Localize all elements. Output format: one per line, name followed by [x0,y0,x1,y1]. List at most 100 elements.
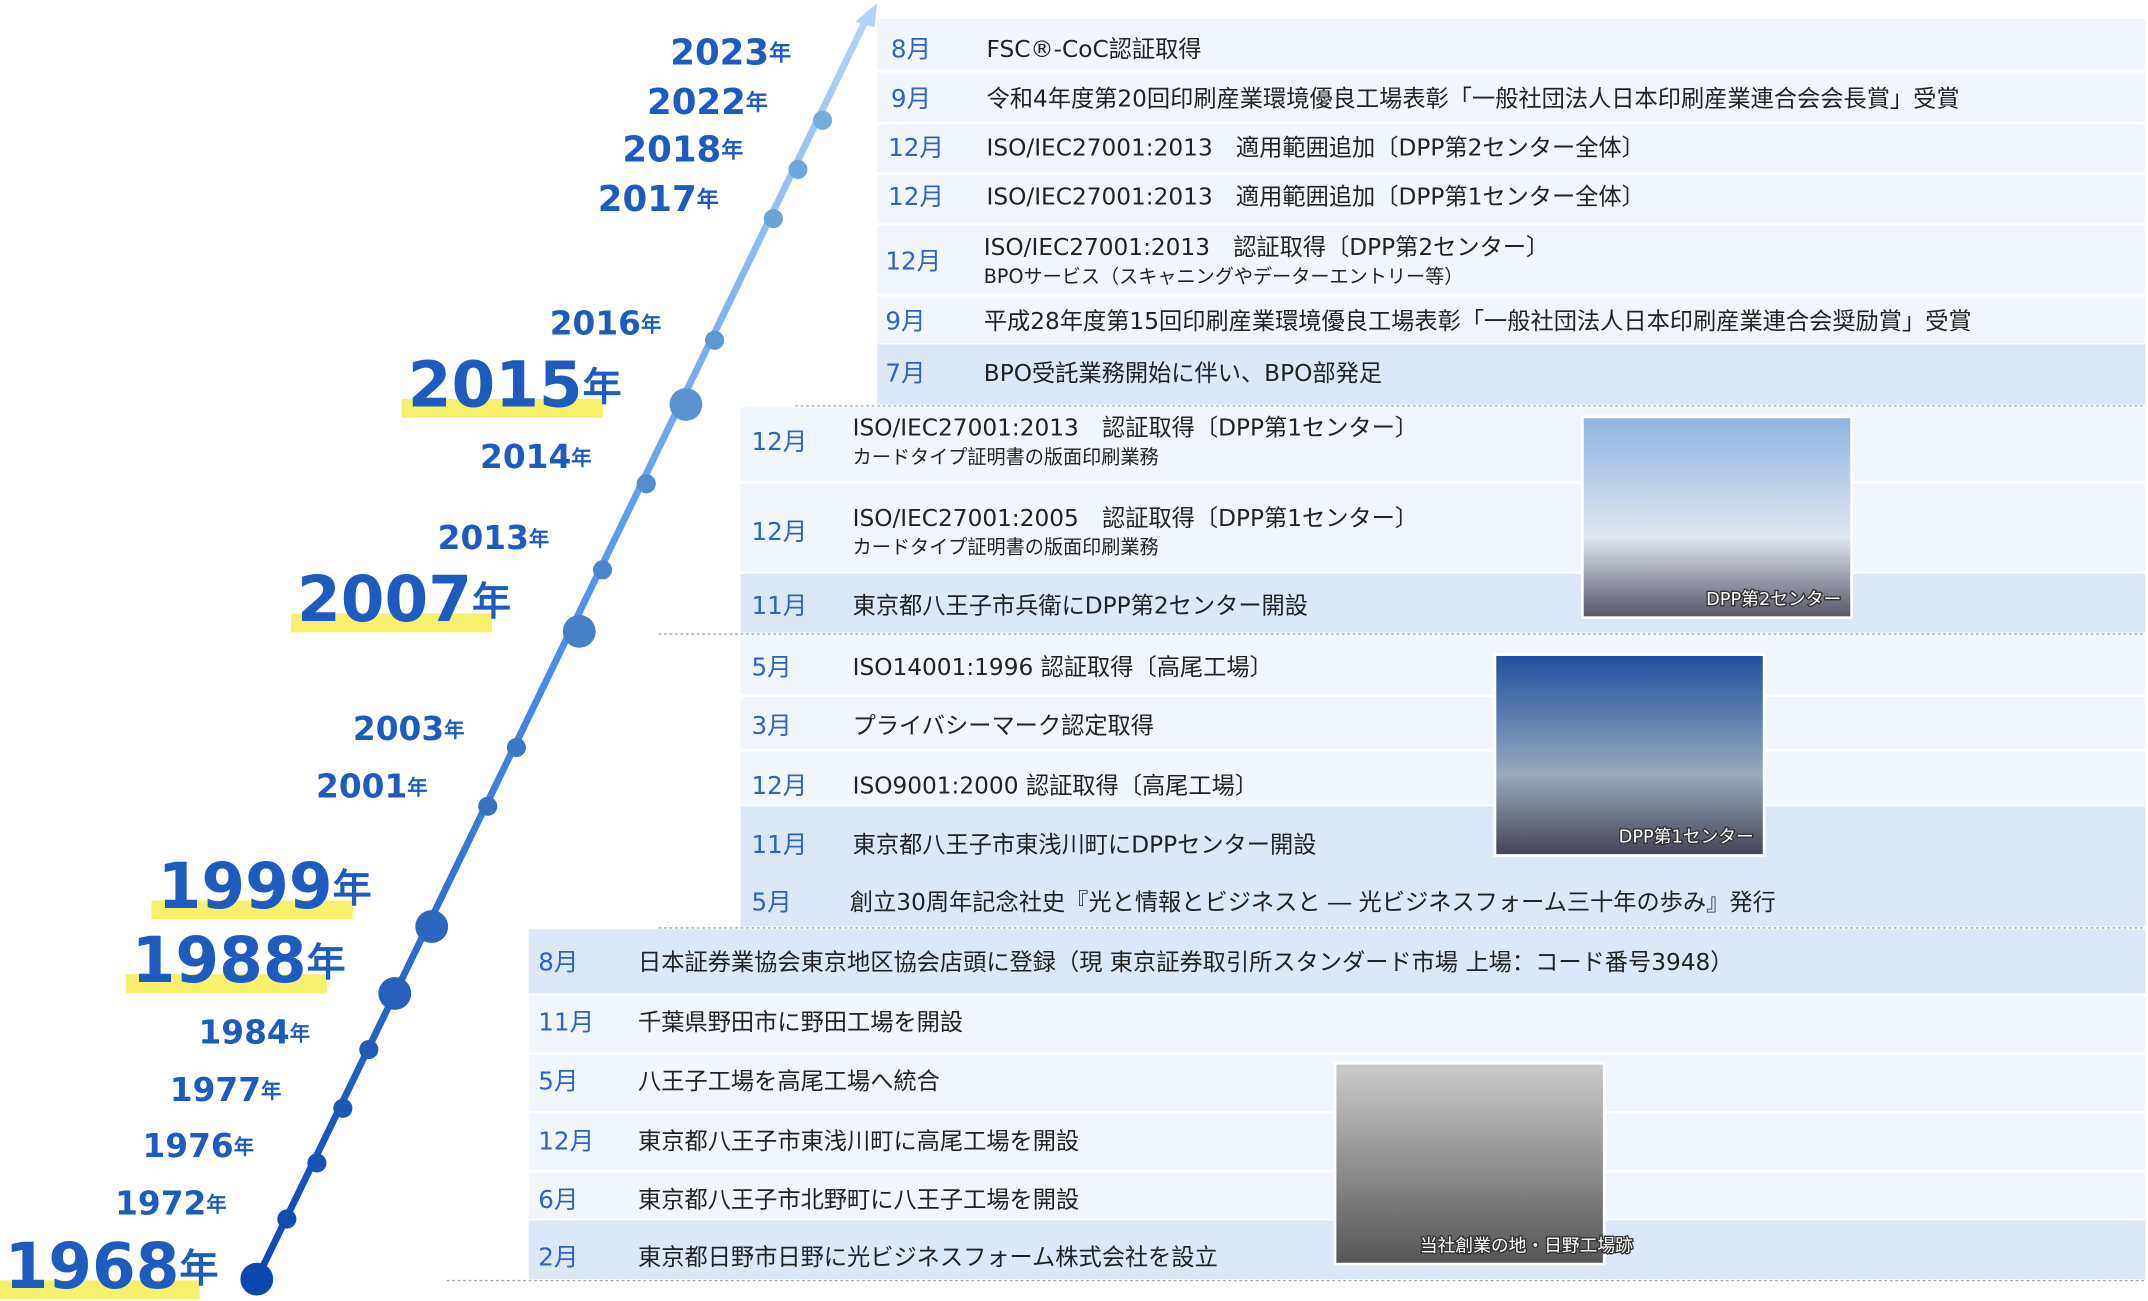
event-month: 9月 [891,84,931,113]
year-suffix: 年 [206,1192,226,1216]
year-label: 1984年 [198,1014,310,1052]
year-number: 1977 [170,1071,261,1109]
event-text: FSC®-CoC認証取得 [987,36,1202,63]
year-dot [378,977,412,1010]
year-label: 1976年 [142,1127,254,1165]
event-month: 3月 [751,711,791,740]
event-month: 5月 [751,652,791,681]
year-dot [478,796,498,816]
year-highlight [151,900,353,920]
photo-caption: DPP第2センター [1706,589,1841,610]
year-label: 2023年 [670,33,791,74]
year-label: 1972年 [115,1184,227,1222]
event-month: 12月 [751,771,807,800]
event-month: 6月 [538,1185,578,1214]
year-suffix: 年 [180,1246,219,1291]
year-suffix: 年 [529,527,549,551]
year-suffix: 年 [571,446,591,470]
event-month: 11月 [751,591,807,620]
year-suffix: 年 [769,41,791,67]
event-month: 5月 [538,1066,578,1095]
year-suffix: 年 [444,718,464,742]
row-band [740,635,2146,695]
year-dot [277,1209,297,1229]
year-number: 2016 [550,304,641,342]
year-dot [669,388,703,421]
year-suffix: 年 [234,1135,254,1159]
event-text: 千葉県野田市に野田工場を開設 [638,1009,963,1036]
event-text: 平成28年度第15回印刷産業環境優良工場表彰「一般社団法人日本印刷産業連合会奨励… [984,308,1972,335]
year-number: 2015 [408,349,583,422]
event-month: 11月 [538,1008,594,1037]
row-band [877,174,2146,223]
year-highlight [401,398,603,418]
event-text: 東京都日野市日野に光ビジネスフォーム株式会社を設立 [638,1244,1218,1271]
year-number: 1999 [158,850,333,923]
row-band [740,751,2146,805]
arrow-head [855,2,878,28]
row-band [877,344,2146,405]
row-band [740,696,2146,749]
year-highlight [125,974,327,994]
event-month: 12月 [888,182,944,211]
year-dot [705,330,725,350]
year-suffix: 年 [307,940,346,985]
year-dot [812,110,833,130]
event-text: ISO/IEC27001:2013 認証取得〔DPP第2センター〕 [984,234,1549,261]
event-month: 2月 [538,1243,578,1272]
year-number: 1984 [198,1014,289,1052]
event-month: 12月 [888,133,944,162]
year-suffix: 年 [746,90,768,116]
year-suffix: 年 [261,1079,281,1103]
event-text: ISO/IEC27001:2005 認証取得〔DPP第1センター〕 [853,505,1418,532]
row-band [877,72,2146,122]
event-subtext: カードタイプ証明書の版面印刷業務 [853,536,1159,559]
event-text: 東京都八王子市兵衛にDPP第2センター開設 [853,592,1308,619]
photo [1581,415,1853,620]
year-number: 2013 [438,519,529,557]
row-band [877,19,2146,70]
year-dot [636,474,656,494]
year-dot [562,614,596,648]
event-month: 8月 [538,947,578,976]
event-month: 5月 [751,887,791,916]
event-text: 日本証券業協会東京地区協会店頭に登録（現 東京証券取引所スタンダード市場 上場：… [638,949,1733,976]
year-dot [506,737,526,758]
year-number: 1988 [132,924,307,997]
year-highlight [290,613,493,633]
event-month: 12月 [751,427,807,456]
event-text: ISO/IEC27001:2013 適用範囲追加〔DPP第2センター全体〕 [987,134,1645,161]
event-text: プライバシーマーク認定取得 [853,713,1154,740]
event-month: 7月 [885,358,925,387]
row-band [877,225,2146,294]
year-label: 2013年 [438,519,550,557]
year-number: 1968 [5,1230,180,1301]
photo-caption: 当社創業の地・日野工場跡 [1420,1235,1633,1256]
year-dot [763,209,783,229]
year-suffix: 年 [697,187,719,213]
year-label: 2003年 [353,710,465,748]
year-label: 1999年 [158,850,372,923]
year-dot [592,560,613,580]
event-text: 東京都八王子市北野町に八王子工場を開設 [638,1187,1079,1214]
event-month: 8月 [891,35,931,64]
row-band [877,296,2146,344]
row-band [877,124,2146,173]
year-suffix: 年 [721,138,743,164]
row-band [740,407,2146,482]
event-text: 八王子工場を高尾工場へ統合 [638,1068,940,1095]
row-band [528,996,2146,1053]
row-band [740,573,2146,633]
year-number: 2022 [647,82,746,123]
year-suffix: 年 [333,867,372,912]
year-label: 1968年 [5,1230,219,1301]
event-text: BPO受託業務開始に伴い、BPO部発足 [984,360,1382,387]
year-label: 2017年 [598,179,719,220]
year-label: 2015年 [408,349,622,422]
event-text: 令和4年度第20回印刷産業環境優良工場表彰「一般社団法人日本印刷産業連合会会長賞… [987,85,1960,112]
event-month: 12月 [538,1126,594,1155]
year-dot [333,1098,353,1118]
year-suffix: 年 [472,580,511,625]
year-label: 2014年 [480,438,592,476]
year-number: 2003 [353,710,444,748]
